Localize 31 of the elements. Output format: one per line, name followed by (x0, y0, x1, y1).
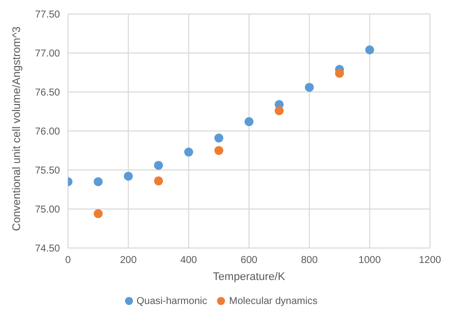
point (304, 82, 314, 92)
x-tick-label: 1200 (418, 255, 442, 266)
y-tick-label: 77.50 (34, 10, 60, 21)
point (154, 160, 163, 170)
y-axis-title: Conventional unit cell volume/Angstrom^3 (10, 26, 23, 231)
point (124, 172, 133, 181)
legend-label: Quasi-harmonic (136, 296, 208, 307)
x-tick-label: 1000 (358, 255, 382, 266)
y-tick-label: 76.00 (34, 126, 60, 138)
point (335, 68, 344, 78)
legend-label: Molecular dynamics (229, 296, 318, 307)
point (94, 177, 103, 186)
x-tick-label: 200 (120, 255, 138, 266)
point (365, 45, 374, 54)
y-tick-label: 75.00 (34, 204, 60, 216)
x-axis-title: Temperature/K (212, 271, 286, 283)
point (214, 134, 224, 143)
point (154, 176, 163, 186)
point (94, 209, 103, 218)
y-tick-label: 76.50 (34, 88, 60, 99)
point (184, 148, 194, 157)
x-tick-label: 0 (65, 255, 72, 266)
point (244, 117, 254, 126)
point (274, 106, 284, 116)
x-tick-label: 800 (300, 255, 318, 266)
y-tick-label: 77.00 (34, 48, 60, 60)
x-tick-label: 400 (180, 255, 198, 266)
y-tick-label: 74.50 (34, 244, 60, 255)
x-tick-label: 600 (240, 255, 258, 266)
point (214, 146, 224, 155)
y-tick-label: 75.50 (34, 166, 60, 177)
